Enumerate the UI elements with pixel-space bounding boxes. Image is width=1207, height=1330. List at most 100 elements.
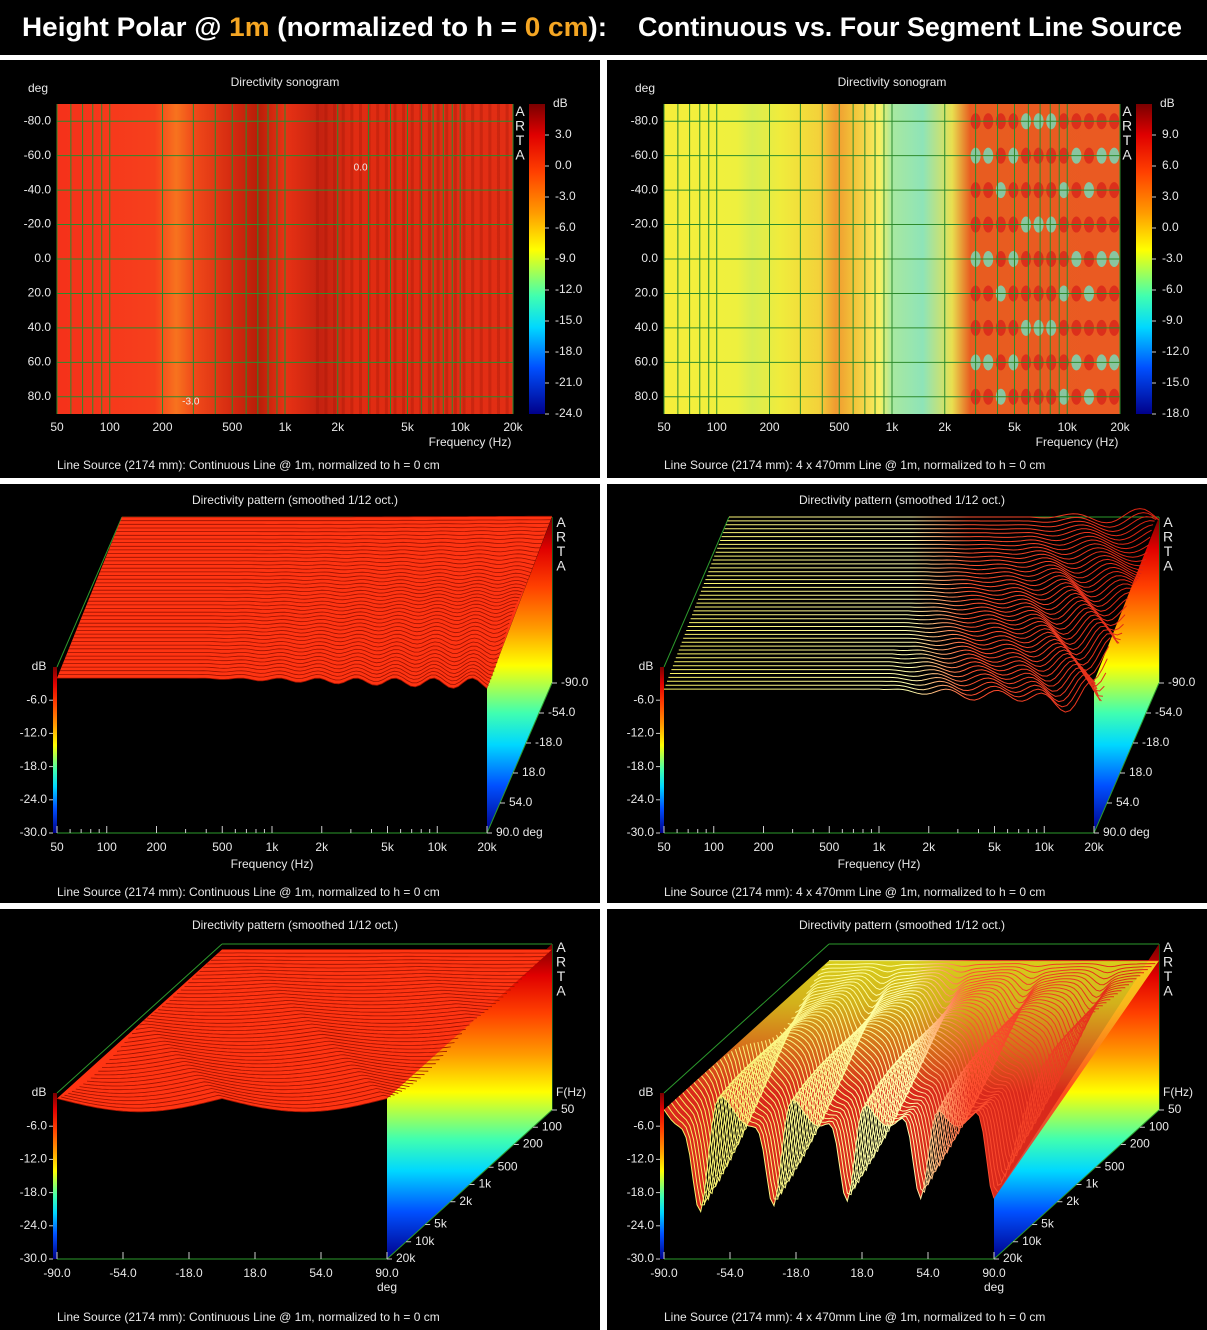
surface-line	[203, 966, 534, 969]
surface-line	[180, 986, 511, 991]
colorbar-label: dB	[553, 96, 568, 110]
surface-line	[76, 629, 507, 638]
x-tick-label: 2k	[938, 420, 952, 434]
z-tick-label: -18.0	[627, 759, 655, 773]
surface-line	[729, 508, 1160, 524]
colorbar-tick-label: -6.0	[555, 220, 576, 234]
surface-line	[671, 1088, 1002, 1205]
depth-tick-label: -54.0	[1155, 705, 1183, 719]
depth-tick-label: -18.0	[1142, 735, 1170, 749]
x-tick-label: 1k	[266, 840, 280, 854]
surface-line	[795, 987, 1126, 1017]
frame-edge	[56, 943, 223, 1094]
surface-line	[675, 652, 1107, 687]
surface-line	[674, 656, 1105, 692]
surface-line	[68, 1088, 399, 1102]
surface-line	[176, 989, 508, 995]
surface-line	[802, 981, 1133, 1004]
x-tick-label: 5k	[401, 420, 415, 434]
chart-title: Directivity sonogram	[231, 75, 340, 89]
surface-line	[705, 575, 1136, 593]
surface-line	[120, 1040, 451, 1050]
surface-line	[723, 1044, 1055, 1133]
x-tick-label: -18.0	[782, 1266, 810, 1280]
surface-line	[698, 592, 1129, 617]
surface-line	[113, 1047, 444, 1057]
y-tick-label: 40.0	[28, 320, 52, 334]
colorbar	[529, 104, 545, 414]
colorbar-tick-label: 3.0	[1162, 189, 1179, 203]
surface-line	[699, 589, 1130, 612]
colorbar	[1136, 104, 1152, 414]
surface-line	[665, 677, 1096, 708]
z-tick-label: -30.0	[20, 1251, 48, 1265]
surface-line	[718, 539, 1149, 554]
caption: Line Source (2174 mm): 4 x 470mm Line @ …	[664, 885, 1045, 899]
surface-line	[99, 571, 530, 578]
surface-line	[693, 603, 1124, 631]
surface-line	[98, 1061, 429, 1072]
y-tick-label: -60.0	[631, 148, 659, 162]
surface-line	[678, 645, 1110, 676]
depth-tick-label: 5k	[434, 1217, 448, 1231]
depth-axis	[486, 682, 553, 834]
surface-line	[791, 990, 1122, 1023]
surface-line	[77, 625, 508, 634]
x-tick-label: 500	[819, 840, 839, 854]
x-axis-label: deg	[377, 1280, 397, 1294]
depth-tick-label: 200	[523, 1137, 543, 1151]
colorbar-tick-label: 0.0	[555, 158, 572, 172]
y-tick-label: 80.0	[635, 389, 659, 403]
depth-tick-label: 50	[561, 1102, 575, 1116]
depth-tick-label: 20k	[396, 1251, 416, 1265]
surface-line	[131, 1030, 463, 1039]
z-colorbar	[53, 1093, 57, 1259]
x-tick-label: 500	[222, 420, 242, 434]
chart-title: Directivity pattern (smoothed 1/12 oct.)	[192, 918, 398, 932]
annotation: 0.0	[354, 162, 368, 173]
colorbar-tick-label: 6.0	[1162, 158, 1179, 172]
depth-tick-label: 1k	[1086, 1177, 1100, 1191]
colorbar-tick-label: -24.0	[555, 406, 583, 420]
y-tick-label: -80.0	[24, 113, 52, 127]
surface-line	[731, 1038, 1062, 1122]
depth-tick-label: 500	[1105, 1159, 1125, 1173]
surface-line	[742, 1029, 1073, 1104]
surface-line	[56, 1098, 388, 1113]
colorbar-tick-label: -15.0	[555, 313, 583, 327]
x-tick-label: 100	[100, 420, 120, 434]
x-tick-label: 54.0	[916, 1266, 940, 1280]
colorbar-tick-label: -6.0	[1162, 282, 1183, 296]
x-axis-label: deg	[984, 1280, 1004, 1294]
y-tick-label: 20.0	[635, 286, 659, 300]
colorbar-tick-label: -18.0	[555, 344, 583, 358]
depth-tick-label: 10k	[1022, 1234, 1042, 1248]
depth-tick-label: -18.0	[535, 735, 563, 749]
y-tick-label: 80.0	[28, 389, 52, 403]
surface-line	[708, 1056, 1040, 1155]
depth-tick-label: 5k	[1041, 1217, 1055, 1231]
x-tick-label: 5k	[1008, 420, 1022, 434]
depth-tick-label: 10k	[415, 1234, 435, 1248]
surface-line	[667, 1092, 999, 1206]
surface-line	[709, 562, 1140, 579]
surface-line	[720, 535, 1151, 550]
colorbar-tick-label: 9.0	[1162, 127, 1179, 141]
side-wall	[1094, 517, 1159, 833]
header-text: (normalized to h =	[270, 12, 525, 42]
x-tick-label: 50	[50, 420, 64, 434]
z-tick-label: -30.0	[20, 825, 48, 839]
surface-line	[702, 582, 1133, 603]
y-tick-label: 0.0	[641, 251, 658, 265]
surface-line	[114, 533, 545, 537]
x-tick-label: 18.0	[243, 1266, 267, 1280]
surface-line	[715, 547, 1146, 563]
x-tick-label: 20k	[1110, 420, 1130, 434]
surface-line	[772, 1005, 1103, 1053]
surface-line	[64, 659, 495, 672]
side-wall	[387, 944, 552, 1259]
z-tick-label: -6.0	[26, 1118, 47, 1132]
depth-tick-label: 50	[1168, 1102, 1182, 1116]
